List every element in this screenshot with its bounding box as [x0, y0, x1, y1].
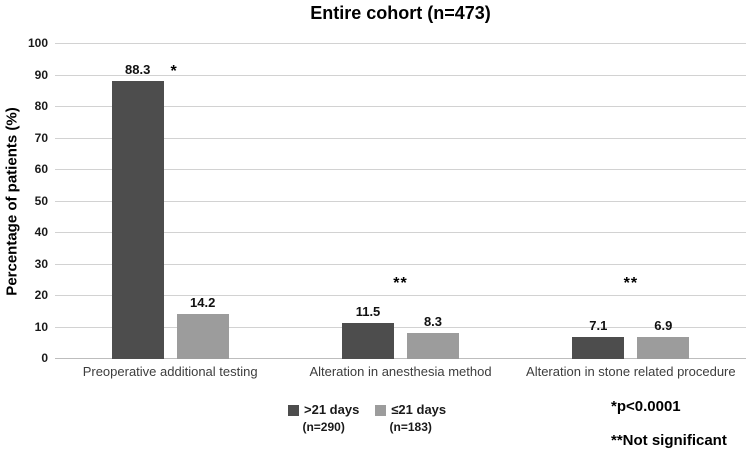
y-tick-label: 0: [41, 351, 48, 365]
y-tick-label: 40: [34, 225, 48, 239]
legend-item-le21: ≤21 days (n=183): [375, 402, 446, 435]
bar-light-cat0: [176, 314, 229, 359]
gridline: [55, 295, 746, 296]
legend-sublabel: (n=183): [389, 420, 432, 434]
y-tick-label: 20: [34, 288, 48, 302]
significance-marker: **: [393, 275, 408, 292]
gridline: [55, 106, 746, 107]
gridline: [55, 169, 746, 170]
category-label: Alteration in stone related procedure: [526, 364, 736, 379]
legend-item-gt21: >21 days (n=290): [288, 402, 359, 435]
y-tick-label: 50: [34, 193, 48, 208]
gridline: [55, 137, 746, 139]
y-tick-label: 70: [34, 130, 48, 145]
note-not-significant: **Not significant: [611, 432, 727, 449]
bar-light-cat2: [637, 337, 690, 359]
bar-value-label: 88.3: [125, 61, 151, 77]
bar-value-label: 6.9: [654, 318, 673, 334]
bar-value-label: 8.3: [423, 313, 443, 329]
gridline: [55, 326, 746, 328]
y-tick-label: 60: [34, 162, 48, 176]
plot-area: 88.3 14.2 11.5 8.3 7.1 6.9 * ** **: [55, 43, 746, 359]
bar-dark-cat2: [572, 336, 625, 359]
bar-light-cat1: [407, 332, 459, 359]
significance-notes: *p<0.0001 **Not significant: [611, 398, 727, 450]
significance-marker: **: [623, 275, 639, 292]
legend-sublabel: (n=290): [302, 420, 345, 434]
gridline: [55, 200, 746, 202]
y-tick-label: 90: [34, 67, 48, 82]
legend-label: >21 days: [304, 402, 360, 417]
y-tick-label: 30: [34, 256, 48, 271]
category-label: Preoperative additional testing: [82, 364, 258, 379]
legend: >21 days (n=290) ≤21 days (n=183): [288, 402, 446, 435]
y-tick-label: 10: [34, 319, 48, 334]
gridline: [55, 232, 746, 233]
category-label: Alteration in anesthesia method: [309, 364, 492, 379]
y-tick-label: 100: [27, 36, 48, 50]
bar-value-label: 7.1: [589, 317, 608, 333]
legend-label: ≤21 days: [391, 402, 447, 417]
gridline: [55, 263, 746, 265]
legend-swatch-icon: [288, 404, 299, 416]
significance-marker: *: [170, 62, 178, 80]
y-tick-label: 80: [34, 99, 48, 113]
bar-dark-cat0: [111, 80, 164, 359]
chart-title: Entire cohort (n=473): [310, 3, 491, 23]
x-axis-line: [55, 358, 746, 359]
gridline: [55, 74, 746, 76]
bar-value-label: 14.2: [190, 295, 216, 311]
legend-swatch-icon: [375, 404, 387, 416]
gridline: [55, 43, 746, 44]
note-p-value: *p<0.0001: [611, 398, 681, 415]
bar-dark-cat1: [342, 322, 394, 359]
bar-value-label: 11.5: [355, 303, 381, 319]
